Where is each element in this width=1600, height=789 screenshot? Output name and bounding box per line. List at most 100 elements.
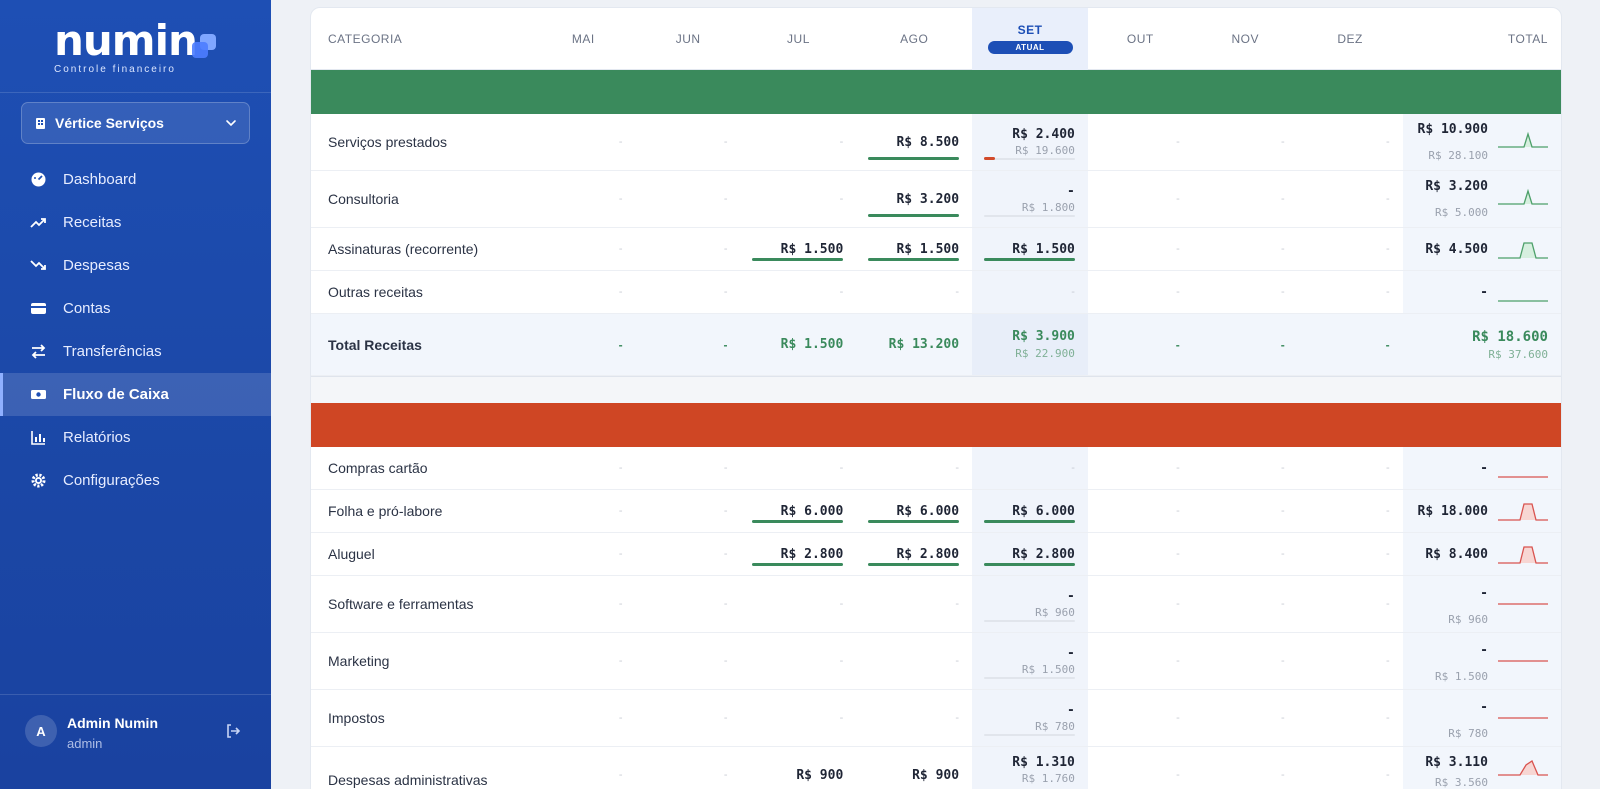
bar-chart-icon	[31, 431, 45, 445]
cell-value: R$ 2.800	[780, 546, 844, 562]
progress-track	[983, 158, 1075, 160]
total-value: R$ 18.600	[1472, 328, 1548, 345]
sidebar-item-fluxo-de-caixa[interactable]: Fluxo de Caixa	[0, 373, 271, 416]
cell-value: -	[1071, 462, 1075, 474]
table-row[interactable]: Serviços prestados - - - R$ 8.500 R$ 2.4…	[311, 114, 1561, 171]
chevron-down-icon	[226, 120, 236, 127]
table-row[interactable]: Consultoria - - - R$ 3.200 - R$ 1.800 - -…	[311, 171, 1561, 228]
total-forecast: R$ 1.500	[1434, 670, 1488, 683]
trending-down-icon	[30, 260, 46, 270]
header-category[interactable]: CATEGORIA	[328, 31, 403, 46]
progress-bar	[983, 563, 1075, 566]
cell-value: -	[1176, 769, 1180, 781]
progress-bar	[868, 258, 960, 261]
avatar[interactable]: A	[25, 715, 57, 747]
cell-value: R$ 1.500	[780, 241, 844, 257]
progress-bar	[752, 520, 844, 523]
cell-value: -	[723, 769, 728, 781]
logout-icon[interactable]	[225, 723, 241, 739]
progress-bar	[868, 214, 960, 217]
sidebar-item-transferencias[interactable]: Transferências	[0, 330, 271, 373]
sidebar-item-label: Contas	[63, 300, 111, 317]
user-role: admin	[67, 736, 103, 751]
cell-value: -	[723, 655, 728, 667]
brand-subtitle: Controle financeiro	[54, 64, 176, 75]
cell-value: -	[1385, 462, 1390, 474]
row-category: Aluguel	[328, 546, 375, 562]
sidebar-item-relatorios[interactable]: Relatórios	[0, 416, 271, 459]
sidebar-item-contas[interactable]: Contas	[0, 287, 271, 330]
table-row[interactable]: Compras cartão - - - - - - - - -	[311, 447, 1561, 490]
cell-value: -	[618, 243, 623, 255]
cell-value: R$ 6.000	[896, 503, 960, 519]
cell-value: -	[839, 655, 844, 667]
cell-value: R$ 13.200	[888, 337, 960, 352]
wallet-icon	[31, 303, 46, 314]
sidebar-item-label: Configurações	[63, 472, 160, 489]
table-row[interactable]: Marketing - - - - - R$ 1.500 - - - - R$ 1.…	[311, 633, 1561, 690]
cell-value: -	[1385, 243, 1390, 255]
cell-value: R$ 8.500	[896, 134, 960, 150]
table-row[interactable]: Folha e pró-labore - - R$ 6.000 R$ 6.000…	[311, 490, 1561, 533]
total-forecast: R$ 960	[1448, 613, 1488, 626]
total-value: -	[1480, 643, 1488, 658]
cell-value: -	[1385, 505, 1390, 517]
cell-value: -	[1281, 505, 1285, 517]
table-row[interactable]: Software e ferramentas - - - - - R$ 960 -…	[311, 576, 1561, 633]
user-panel: A Admin Numin admin	[0, 694, 271, 789]
table-row-total[interactable]: Total Receitas - - R$ 1.500 R$ 13.200 R$…	[311, 314, 1561, 376]
header-month: JUN	[675, 31, 701, 46]
cell-value: -	[723, 193, 728, 205]
section-divider	[311, 376, 1561, 403]
total-value: -	[1480, 284, 1488, 300]
cell-value: -	[618, 337, 623, 352]
brand-logo[interactable]: numin	[54, 16, 198, 65]
table-row[interactable]: Assinaturas (recorrente) - - R$ 1.500 R$…	[311, 228, 1561, 271]
total-value: R$ 8.400	[1425, 546, 1488, 562]
table-row[interactable]: Impostos - - - - - R$ 780 - - - - R$ 780	[311, 690, 1561, 747]
cell-value: -	[1281, 655, 1285, 667]
cell-value: -	[1067, 184, 1075, 199]
cell-value: -	[1385, 712, 1390, 724]
sparkline	[1497, 300, 1548, 302]
cell-value: -	[1067, 646, 1075, 661]
sidebar-item-despesas[interactable]: Despesas	[0, 244, 271, 287]
row-category: Assinaturas (recorrente)	[328, 241, 479, 257]
cell-value: -	[1385, 548, 1390, 560]
cell-forecast: R$ 1.500	[1021, 663, 1075, 676]
cell-value: R$ 6.000	[780, 503, 844, 519]
sidebar-item-receitas[interactable]: Receitas	[0, 201, 271, 244]
total-forecast: R$ 37.600	[1488, 347, 1548, 361]
sparkline	[1497, 503, 1548, 521]
table-row[interactable]: Outras receitas - - - - - - - - -	[311, 271, 1561, 314]
row-category: Folha e pró-labore	[328, 503, 443, 519]
income-section-band	[311, 70, 1561, 114]
sparkline	[1497, 760, 1548, 776]
header-total: TOTAL	[1507, 31, 1548, 46]
table-row[interactable]: Despesas administrativas - - R$ 900 R$ 9…	[311, 747, 1561, 789]
cell-value: -	[839, 136, 844, 148]
sidebar-item-dashboard[interactable]: Dashboard	[0, 158, 271, 201]
cell-value: -	[1385, 598, 1390, 610]
sidebar-nav: Dashboard Receitas Despesas Contas Trans…	[0, 158, 271, 502]
total-value: R$ 3.200	[1425, 179, 1488, 194]
cell-value: -	[1176, 712, 1180, 724]
table-row[interactable]: Aluguel - - R$ 2.800 R$ 2.800 R$ 2.800 -…	[311, 533, 1561, 576]
row-category: Impostos	[328, 710, 385, 726]
company-selector[interactable]: Vértice Serviços	[21, 102, 250, 144]
cell-value: -	[1281, 193, 1285, 205]
sidebar-item-configuracoes[interactable]: Configurações	[0, 459, 271, 502]
cell-value: R$ 1.310	[1012, 755, 1075, 770]
sparkline	[1497, 660, 1548, 662]
cell-value: -	[839, 193, 844, 205]
sidebar-item-label: Transferências	[63, 343, 162, 360]
sidebar-item-label: Relatórios	[63, 429, 131, 446]
total-forecast: R$ 780	[1448, 727, 1488, 740]
cell-value: -	[1385, 136, 1390, 148]
cell-value: R$ 2.800	[896, 546, 960, 562]
cell-value: -	[1176, 462, 1180, 474]
table-header: CATEGORIA MAI JUN JUL AGO SET ATUAL OUT …	[311, 8, 1561, 70]
building-icon	[36, 117, 45, 129]
cell-value: -	[1176, 548, 1180, 560]
cell-value: R$ 1.500	[896, 241, 960, 257]
